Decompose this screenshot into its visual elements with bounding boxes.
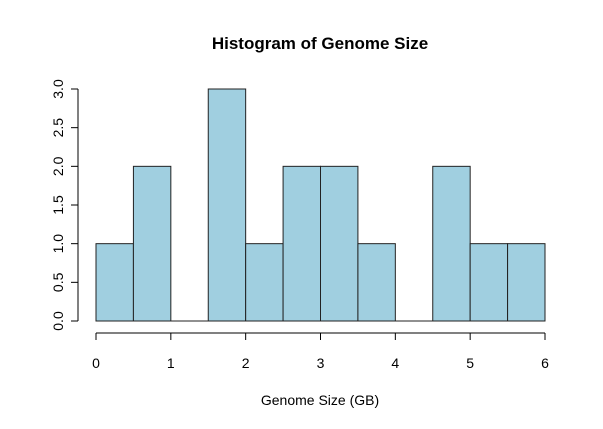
histogram-bar (469, 243, 509, 322)
x-axis: 0 1 2 3 4 5 6 (92, 332, 549, 371)
histogram-bar (207, 88, 247, 322)
y-tick-label: 2.5 (50, 118, 66, 138)
y-tick-label: 0.5 (50, 272, 66, 292)
histogram-bar (95, 243, 134, 322)
histogram-bar (432, 165, 471, 322)
histogram-bar (320, 165, 359, 322)
histogram-bar (132, 165, 172, 322)
histogram-bar (357, 243, 396, 322)
y-tick-label: 2.0 (50, 156, 66, 176)
x-tick-label: 3 (317, 355, 325, 371)
y-tick-label: 1.5 (50, 195, 66, 215)
x-tick-label: 2 (242, 355, 250, 371)
x-tick-label: 6 (541, 355, 549, 371)
chart-title: Histogram of Genome Size (212, 34, 428, 53)
y-tick-label: 0.0 (50, 311, 66, 331)
histogram-bar (282, 165, 322, 322)
x-axis-label: Genome Size (GB) (261, 392, 379, 408)
histogram-bar (245, 243, 284, 322)
x-tick-label: 4 (391, 355, 399, 371)
x-tick-label: 5 (466, 355, 474, 371)
histogram-bar (507, 243, 546, 322)
x-tick-label: 0 (92, 355, 100, 371)
bars-group (95, 88, 546, 322)
y-tick-label: 3.0 (50, 79, 66, 99)
x-tick-label: 1 (167, 355, 175, 371)
y-tick-label: 1.0 (50, 234, 66, 254)
y-axis: 0.0 0.5 1.0 1.5 2.0 2.5 3.0 (50, 79, 79, 331)
